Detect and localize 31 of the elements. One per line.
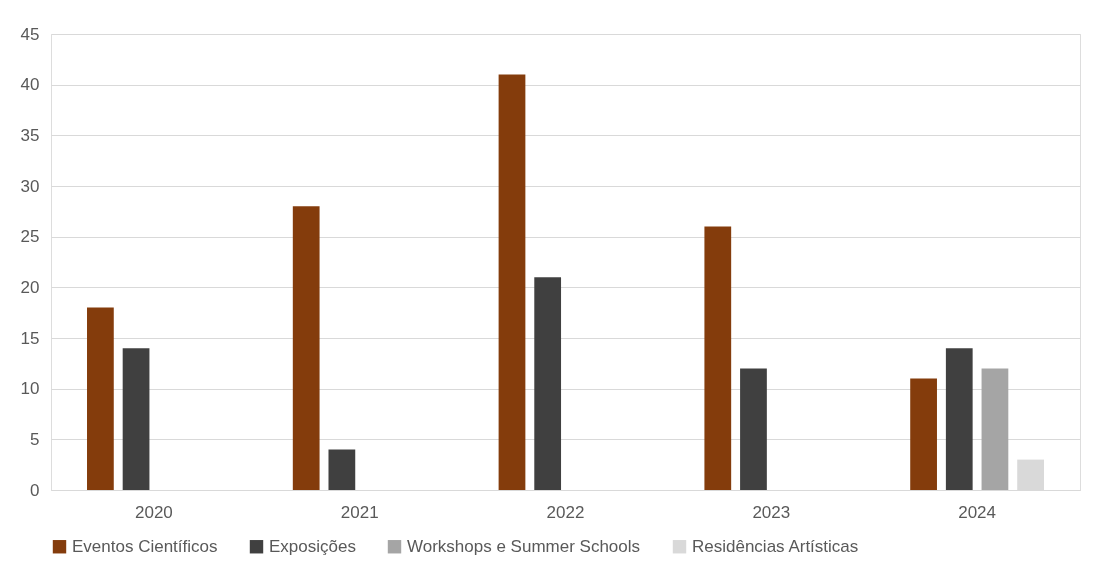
bar xyxy=(534,277,562,490)
bar xyxy=(981,368,1009,490)
x-tick-label: 2024 xyxy=(958,502,997,522)
x-tick-label: 2020 xyxy=(134,502,173,522)
x-tick-label: 2022 xyxy=(546,502,585,522)
y-tick-label: 35 xyxy=(20,125,40,145)
bar xyxy=(945,348,973,490)
y-tick-label: 25 xyxy=(20,227,40,247)
legend-label: Residências Artísticas xyxy=(692,536,859,556)
bar xyxy=(1017,459,1044,490)
legend-label: Eventos Científicos xyxy=(72,536,218,556)
y-tick-label: 40 xyxy=(20,75,40,95)
y-tick-label: 0 xyxy=(30,480,40,500)
legend-label: Exposições xyxy=(269,536,356,556)
y-tick-label: 30 xyxy=(20,176,40,196)
bar xyxy=(328,449,356,490)
legend-label: Workshops e Summer Schools xyxy=(407,536,641,556)
y-tick-label: 15 xyxy=(20,328,40,348)
bar xyxy=(910,378,937,490)
x-tick-label: 2021 xyxy=(340,502,379,522)
bar xyxy=(498,74,526,490)
bar xyxy=(87,307,114,490)
x-tick-label: 2023 xyxy=(752,502,791,522)
bar xyxy=(122,348,150,490)
y-tick-label: 20 xyxy=(20,277,40,297)
y-tick-label: 45 xyxy=(20,24,40,44)
y-tick-label: 5 xyxy=(30,429,40,449)
y-tick-label: 10 xyxy=(20,379,40,399)
bar xyxy=(704,226,732,490)
bar xyxy=(740,368,767,490)
bar xyxy=(292,206,320,490)
